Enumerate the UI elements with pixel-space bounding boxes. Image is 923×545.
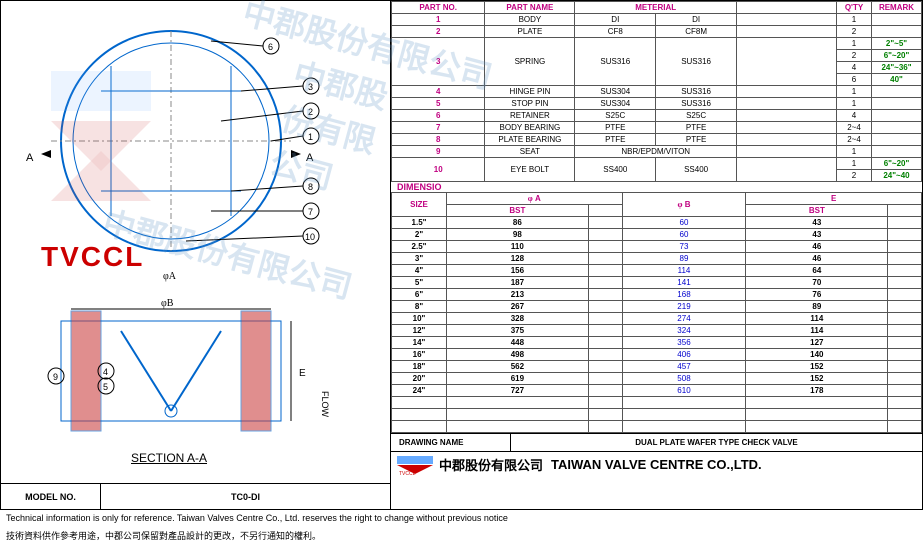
svg-text:10: 10 xyxy=(305,232,315,242)
model-no-value: TC0-DI xyxy=(101,492,390,502)
company-name-cn: 中郡股份有限公司 xyxy=(439,455,543,474)
svg-text:7: 7 xyxy=(308,207,313,217)
model-no-label: MODEL NO. xyxy=(1,484,101,509)
drawing-area: 6 3 2 1 8 7 10 A A φA xyxy=(1,1,390,483)
hdr-material: METERIAL xyxy=(575,2,737,14)
hdr-partname: PART NAME xyxy=(485,2,575,14)
valve-logo-watermark xyxy=(41,61,161,211)
svg-text:TVCCL: TVCCL xyxy=(399,471,416,476)
parts-table: PART NO. PART NAME METERIAL Q'TY REMARK … xyxy=(391,1,922,182)
drawing-name-row: DRAWING NAME DUAL PLATE WAFER TYPE CHECK… xyxy=(391,433,922,451)
footer-en: Technical information is only for refere… xyxy=(0,510,923,526)
model-row: MODEL NO. TC0-DI xyxy=(1,483,390,509)
svg-text:1: 1 xyxy=(308,132,313,142)
drawing-name-label: DRAWING NAME xyxy=(391,434,511,451)
hdr-partno: PART NO. xyxy=(392,2,485,14)
left-panel: 6 3 2 1 8 7 10 A A φA xyxy=(1,1,391,509)
hdr-qty: Q'TY xyxy=(837,2,872,14)
svg-text:5: 5 xyxy=(103,382,108,392)
section-label: SECTION A-A xyxy=(131,451,207,465)
svg-text:2: 2 xyxy=(308,107,313,117)
dimensions-table: SIZE φ A φ B E BST BST 1.5"8660432"98604… xyxy=(391,192,922,433)
hdr-remark: REMARK xyxy=(872,2,922,14)
svg-text:A: A xyxy=(26,152,34,164)
svg-text:8: 8 xyxy=(308,182,313,192)
hdr-size: SIZE xyxy=(392,193,447,217)
tvccl-logo-text: TVCCL xyxy=(41,241,144,273)
drawing-name-value: DUAL PLATE WAFER TYPE CHECK VALVE xyxy=(511,438,922,447)
flow-label: FLOW xyxy=(320,391,330,417)
dimension-label: DIMENSIO xyxy=(391,182,922,192)
company-name-en: TAIWAN VALVE CENTRE CO.,LTD. xyxy=(551,457,762,472)
company-row: TVCCL 中郡股份有限公司 TAIWAN VALVE CENTRE CO.,L… xyxy=(391,451,922,477)
svg-text:6: 6 xyxy=(268,42,273,52)
svg-text:E: E xyxy=(299,368,306,379)
footer-cn: 技術資料供作參考用途，中郡公司保留對產品設計的更改，不另行通知的權利。 xyxy=(0,526,923,545)
svg-text:3: 3 xyxy=(308,82,313,92)
svg-text:4: 4 xyxy=(103,367,108,377)
svg-text:A: A xyxy=(306,152,314,164)
company-logo-icon: TVCCL xyxy=(395,454,435,476)
svg-text:φB: φB xyxy=(161,298,174,309)
svg-text:φA: φA xyxy=(163,271,177,282)
svg-text:9: 9 xyxy=(53,372,58,382)
right-panel: 中郡股份有限公司 中郡股份有限公司 PART NO. PART NAME MET… xyxy=(391,1,922,509)
